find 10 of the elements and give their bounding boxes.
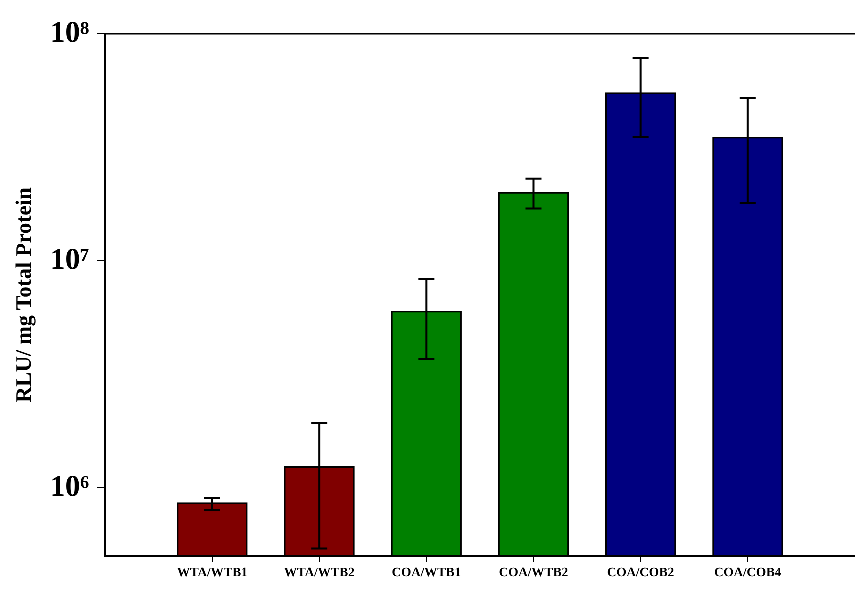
x-tick-label: COA/COB2	[607, 564, 674, 580]
y-tick-label: 10⁷	[50, 242, 90, 276]
y-tick-label: 10⁶	[50, 470, 90, 503]
x-tick-label: COA/WTB1	[392, 564, 462, 580]
x-tick-label: WTA/WTB1	[177, 564, 248, 580]
y-tick-label: 10⁸	[50, 16, 90, 49]
x-tick-label: COA/COB4	[714, 564, 782, 580]
x-tick-label: COA/WTB2	[499, 564, 568, 580]
y-axis-title: RLU/ mg Total Protein	[10, 188, 36, 403]
x-tick-label: WTA/WTB2	[284, 564, 355, 580]
